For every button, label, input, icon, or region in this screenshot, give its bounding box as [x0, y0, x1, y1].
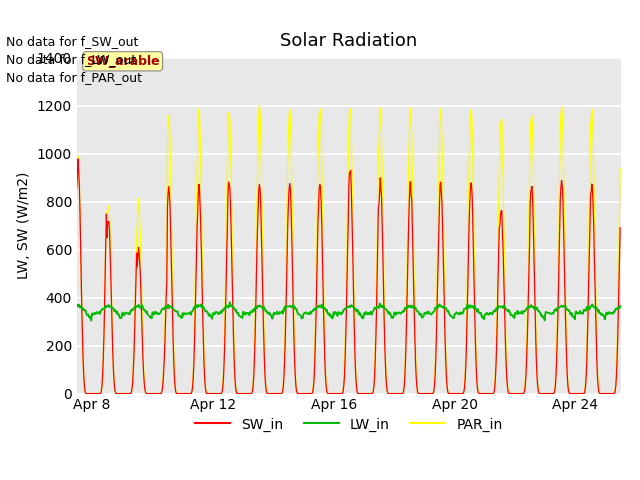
SW_in — [93, 391, 101, 396]
LW_in — [88, 318, 95, 324]
Line: PAR_in: PAR_in — [77, 105, 620, 394]
LW_in — [272, 311, 280, 317]
PAR_in — [202, 381, 209, 387]
LW_in — [616, 303, 624, 309]
Line: SW_in: SW_in — [77, 159, 620, 394]
SW_in — [382, 374, 390, 380]
Title: Solar Radiation: Solar Radiation — [280, 33, 417, 50]
PAR_in — [84, 391, 92, 396]
Text: No data for f_SW_out: No data for f_SW_out — [6, 35, 139, 48]
PAR_in — [382, 369, 390, 374]
SW_in — [272, 391, 280, 396]
PAR_in — [93, 391, 100, 396]
SW_in — [84, 391, 92, 396]
Text: No data for f_LW_out: No data for f_LW_out — [6, 53, 137, 66]
PAR_in — [513, 391, 521, 396]
LW_in — [73, 303, 81, 309]
PAR_in — [272, 391, 280, 396]
Legend: SW_in, LW_in, PAR_in: SW_in, LW_in, PAR_in — [189, 412, 508, 437]
Text: No data for f_PAR_out: No data for f_PAR_out — [6, 72, 143, 84]
SW_in — [513, 391, 521, 396]
SW_in — [74, 156, 82, 162]
LW_in — [382, 306, 390, 312]
SW_in — [301, 391, 308, 396]
Line: LW_in: LW_in — [77, 302, 620, 321]
Text: SW_arable: SW_arable — [86, 55, 159, 68]
PAR_in — [301, 391, 308, 396]
PAR_in — [73, 183, 81, 189]
SW_in — [73, 185, 81, 191]
LW_in — [226, 300, 234, 305]
SW_in — [616, 225, 624, 231]
LW_in — [301, 310, 308, 316]
PAR_in — [616, 166, 624, 171]
Y-axis label: LW, SW (W/m2): LW, SW (W/m2) — [17, 172, 31, 279]
SW_in — [202, 388, 210, 394]
LW_in — [202, 308, 209, 314]
LW_in — [93, 309, 100, 315]
LW_in — [513, 310, 521, 316]
PAR_in — [255, 102, 263, 108]
